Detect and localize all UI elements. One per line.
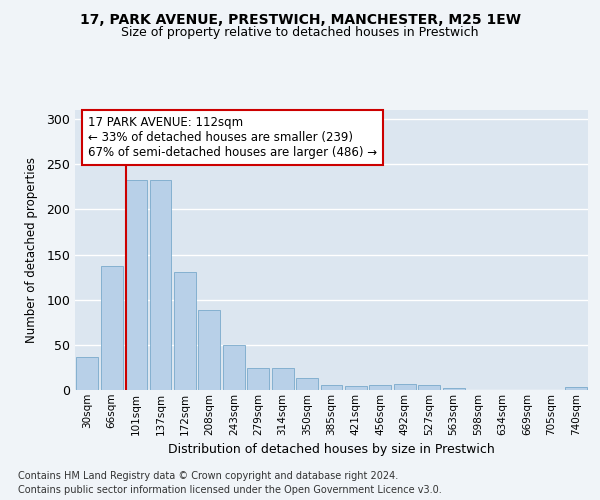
Bar [443,388,464,390]
Text: 17 PARK AVENUE: 112sqm
← 33% of detached houses are smaller (239)
67% of semi-de: 17 PARK AVENUE: 112sqm ← 33% of detached… [88,116,377,158]
Text: Contains public sector information licensed under the Open Government Licence v3: Contains public sector information licen… [18,485,442,495]
Bar [296,378,318,390]
Y-axis label: Number of detached properties: Number of detached properties [25,157,38,343]
X-axis label: Distribution of detached houses by size in Prestwich: Distribution of detached houses by size … [168,443,495,456]
Bar [174,272,196,390]
Bar [76,356,98,390]
Bar [345,386,367,390]
Bar [247,368,269,390]
Bar [272,368,293,390]
Bar [199,310,220,390]
Text: Size of property relative to detached houses in Prestwich: Size of property relative to detached ho… [121,26,479,39]
Bar [223,345,245,390]
Bar [565,388,587,390]
Bar [320,384,343,390]
Bar [418,384,440,390]
Text: Contains HM Land Registry data © Crown copyright and database right 2024.: Contains HM Land Registry data © Crown c… [18,471,398,481]
Text: 17, PARK AVENUE, PRESTWICH, MANCHESTER, M25 1EW: 17, PARK AVENUE, PRESTWICH, MANCHESTER, … [79,12,521,26]
Bar [370,386,391,390]
Bar [149,180,172,390]
Bar [394,384,416,390]
Bar [125,180,147,390]
Bar [101,266,122,390]
